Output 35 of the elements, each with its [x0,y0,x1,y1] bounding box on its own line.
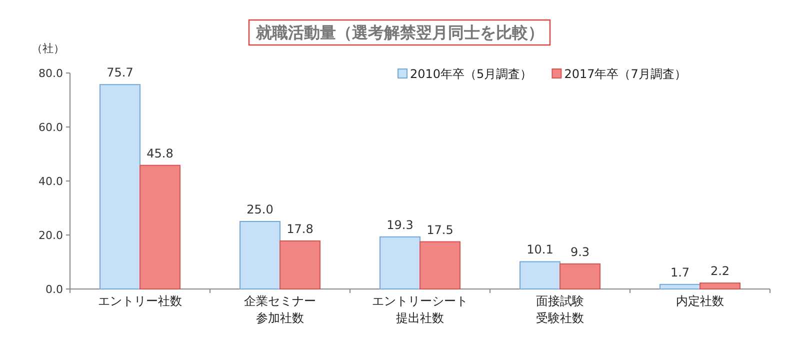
bar [280,240,320,290]
data-label: 2.2 [710,264,730,278]
data-label: 19.3 [386,218,414,232]
x-tick-label: エントリー社数 [98,294,182,308]
y-tick-label: 0.0 [46,283,63,296]
y-tick-label: 60.0 [38,121,63,134]
y-tick-label: 80.0 [38,67,63,80]
x-tick-label: 面接試験受験社数 [536,294,584,325]
bar [140,164,180,290]
data-label: 17.5 [426,222,454,237]
data-label: 17.8 [286,222,314,236]
x-tick-label: 企業セミナー参加社数 [244,294,316,325]
data-label: 10.1 [526,242,554,257]
chart-title: 就職活動量（選考解禁翌月同士を比較） [255,23,544,42]
legend-label: 2017年卒（7月調査） [564,67,686,81]
y-axis-title: （社） [32,42,64,55]
bar [100,84,140,290]
bar [380,236,420,290]
data-label: 45.8 [146,146,174,160]
y-tick-label: 20.0 [38,229,63,242]
bar [420,241,460,290]
data-label: 1.7 [670,265,690,280]
x-tick-label: エントリーシート提出社数 [372,294,468,325]
data-label: 75.7 [106,66,134,80]
bar [660,284,700,290]
bar [240,221,280,290]
bar [560,263,600,290]
y-tick-label: 40.0 [38,175,63,188]
legend-label: 2010年卒（5月調査） [410,67,532,81]
title: 就職活動量（選考解禁翌月同士を比較） [248,19,551,46]
x-tick-label: 内定社数 [676,294,724,308]
data-label: 9.3 [570,244,590,259]
bar [700,282,740,290]
data-label: 25.0 [246,202,274,216]
bar [520,261,560,290]
